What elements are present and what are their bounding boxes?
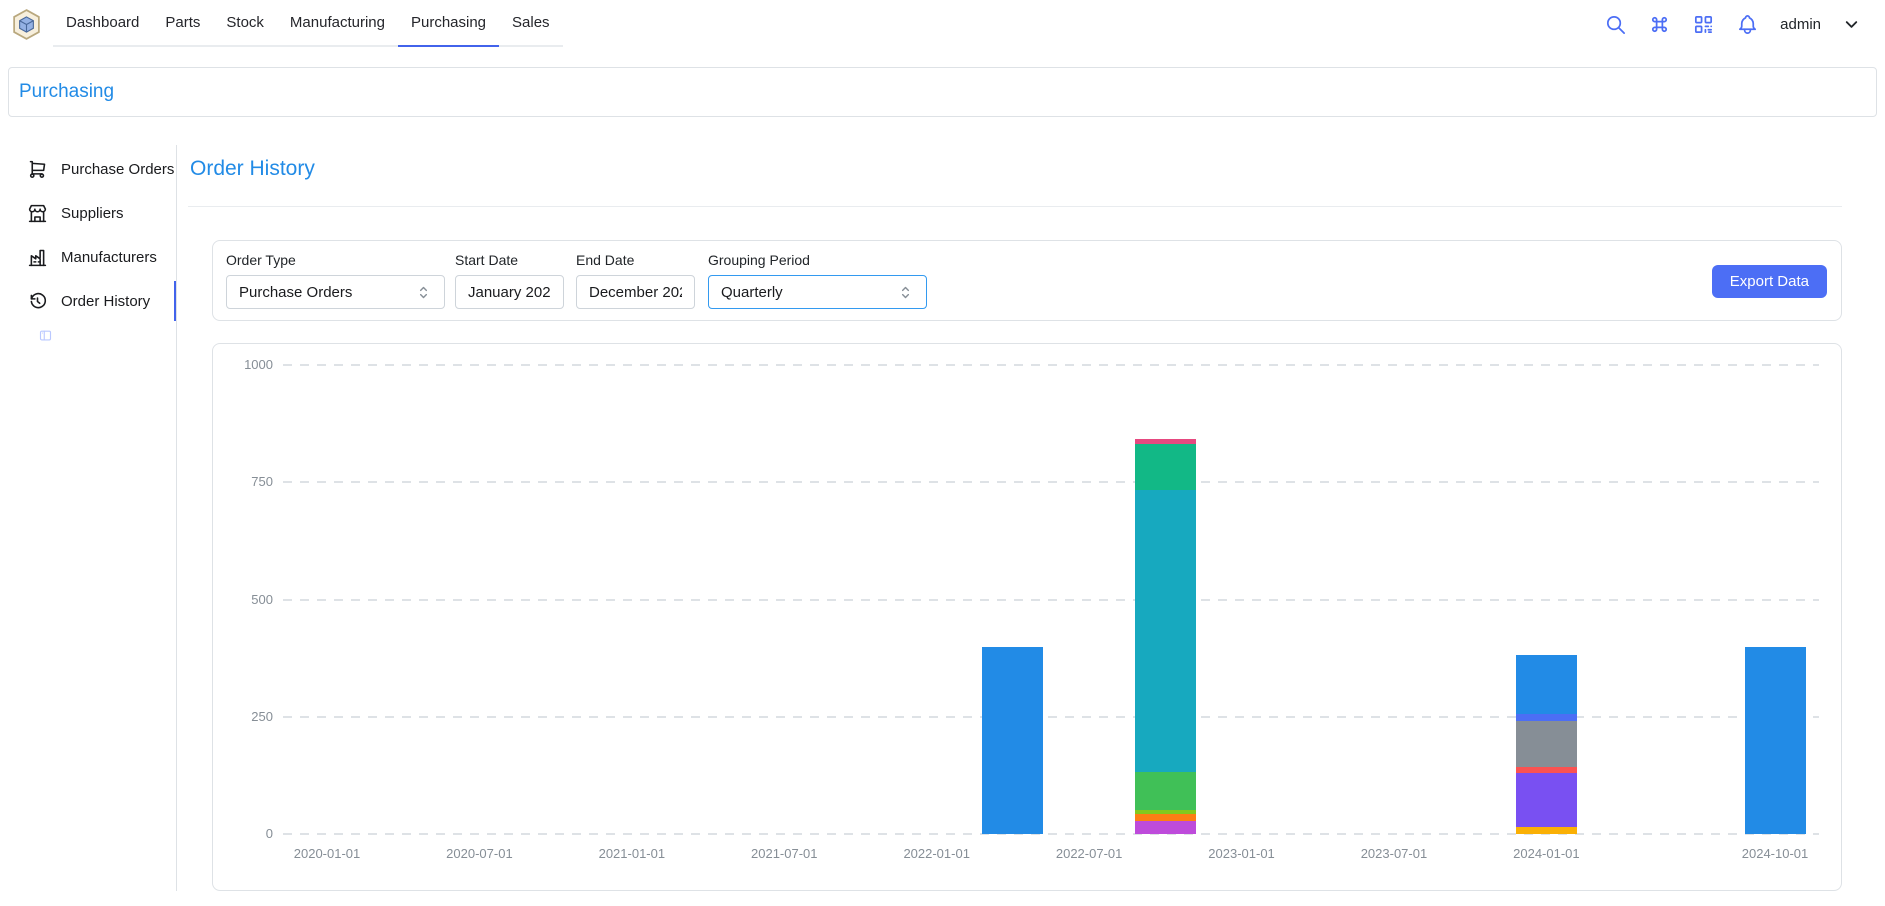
shopping-cart-icon (27, 159, 48, 180)
bar-segment[interactable] (1516, 720, 1577, 767)
bar-segment[interactable] (1516, 714, 1577, 721)
x-axis-tick-label: 2021-01-01 (598, 846, 666, 861)
bar-segment[interactable] (1135, 813, 1196, 821)
gridline (283, 364, 1819, 367)
gridline (283, 833, 1819, 835)
grouping-period-select[interactable]: Quarterly (708, 275, 927, 309)
sidebar: Purchase Orders Suppliers Manufacturers Ord… (0, 117, 177, 906)
sidebar-item-order-history[interactable]: Order History (0, 279, 177, 323)
bell-icon[interactable] (1736, 13, 1759, 36)
bar-segment[interactable] (1516, 655, 1577, 715)
sidebar-item-label: Suppliers (61, 204, 124, 222)
bar-segment[interactable] (1516, 766, 1577, 773)
bar-segment[interactable] (1135, 809, 1196, 814)
order-type-value: Purchase Orders (239, 283, 353, 301)
command-icon[interactable] (1648, 13, 1671, 36)
y-axis-tick-label: 500 (251, 591, 273, 607)
tab-parts[interactable]: Parts (165, 14, 201, 31)
bar-segment[interactable] (1745, 646, 1806, 834)
tab-dashboard[interactable]: Dashboard (66, 14, 140, 31)
factory-icon (27, 247, 48, 268)
sidebar-item-label: Purchase Orders (61, 160, 175, 178)
order-type-label: Order Type (226, 252, 296, 268)
top-navigation: Dashboard Parts Stock Manufacturing Purchasi… (0, 0, 1885, 48)
grouping-period-value: Quarterly (721, 283, 783, 301)
bar-segment[interactable] (982, 646, 1043, 834)
x-axis-tick-label: 2020-01-01 (293, 846, 361, 861)
x-axis-tick-label: 2023-01-01 (1208, 846, 1275, 861)
x-axis-tick-label: 2021-07-01 (751, 846, 818, 861)
bar-segment[interactable] (1516, 827, 1577, 834)
qrcode-icon[interactable] (1692, 13, 1715, 36)
y-axis-tick-label: 0 (265, 826, 273, 841)
bar-segment[interactable] (1516, 772, 1577, 828)
title-divider (188, 206, 1842, 207)
sidebar-item-purchase-orders[interactable]: Purchase Orders (0, 147, 177, 191)
x-axis-tick-label: 2022-01-01 (903, 846, 970, 861)
storefront-icon (27, 203, 48, 224)
chevron-down-icon[interactable] (1842, 15, 1861, 34)
sidebar-items: Purchase Orders Suppliers Manufacturers Ord… (0, 147, 177, 323)
y-axis-tick-label: 250 (251, 708, 273, 724)
bar-segment[interactable] (1135, 490, 1196, 772)
end-date-label: End Date (576, 252, 635, 268)
export-data-button[interactable]: Export Data (1711, 265, 1827, 298)
x-axis-tick-label: 2023-07-01 (1360, 846, 1428, 861)
sidebar-item-label: Manufacturers (61, 248, 157, 266)
tab-sales[interactable]: Sales (512, 14, 550, 31)
search-icon[interactable] (1604, 13, 1627, 36)
gridline (283, 598, 1819, 601)
bar-segment[interactable] (1135, 771, 1196, 810)
tab-manufacturing[interactable]: Manufacturing (289, 14, 385, 31)
x-axis-tick-label: 2022-07-01 (1055, 846, 1123, 861)
bar-segment[interactable] (1135, 439, 1196, 445)
tab-stock[interactable]: Stock (226, 14, 264, 31)
gridline (283, 715, 1819, 718)
x-axis-tick-label: 2020-07-01 (446, 846, 513, 861)
start-date-label: Start Date (455, 252, 519, 268)
x-axis-tick-label: 2024-01-01 (1513, 846, 1580, 861)
main-content: Order History Order Type Purchase Orders… (177, 117, 1885, 906)
selector-icon (897, 284, 914, 301)
sidebar-item-label: Order History (61, 292, 151, 310)
y-axis-tick-label: 1000 (244, 357, 273, 373)
page-title: Order History (190, 157, 315, 180)
sidebar-item-suppliers[interactable]: Suppliers (0, 191, 177, 235)
grouping-period-label: Grouping Period (708, 252, 810, 268)
nav-actions: admin (1604, 0, 1861, 48)
x-axis-tick-label: 2024-10-01 (1741, 846, 1809, 861)
gridline (283, 481, 1819, 484)
start-date-input[interactable] (455, 275, 564, 309)
selector-icon (415, 284, 432, 301)
tab-purchasing[interactable]: Purchasing (397, 0, 500, 47)
history-icon (27, 291, 48, 312)
sidebar-item-manufacturers[interactable]: Manufacturers (0, 235, 177, 279)
filter-panel: Order Type Purchase Orders Start Date En… (212, 240, 1842, 321)
app-logo-icon[interactable] (10, 8, 43, 41)
breadcrumb-purchasing-link[interactable]: Purchasing (19, 81, 115, 102)
order-history-chart: 0 250 500 750 1000 2020-01-01 2020-07-01 2021-0… (212, 343, 1842, 891)
order-type-select[interactable]: Purchase Orders (226, 275, 445, 309)
bar-segment[interactable] (1135, 820, 1196, 834)
sidebar-panel-icon[interactable] (38, 328, 53, 343)
sidebar-divider (176, 145, 177, 891)
bar-segment[interactable] (1135, 444, 1196, 491)
breadcrumb: Purchasing (8, 67, 1877, 117)
end-date-input[interactable] (576, 275, 695, 309)
main-tabs: Dashboard Parts Stock Manufacturing Purchasi… (53, 0, 563, 47)
y-axis-tick-label: 750 (251, 474, 273, 490)
user-menu-label[interactable]: admin (1780, 15, 1821, 33)
